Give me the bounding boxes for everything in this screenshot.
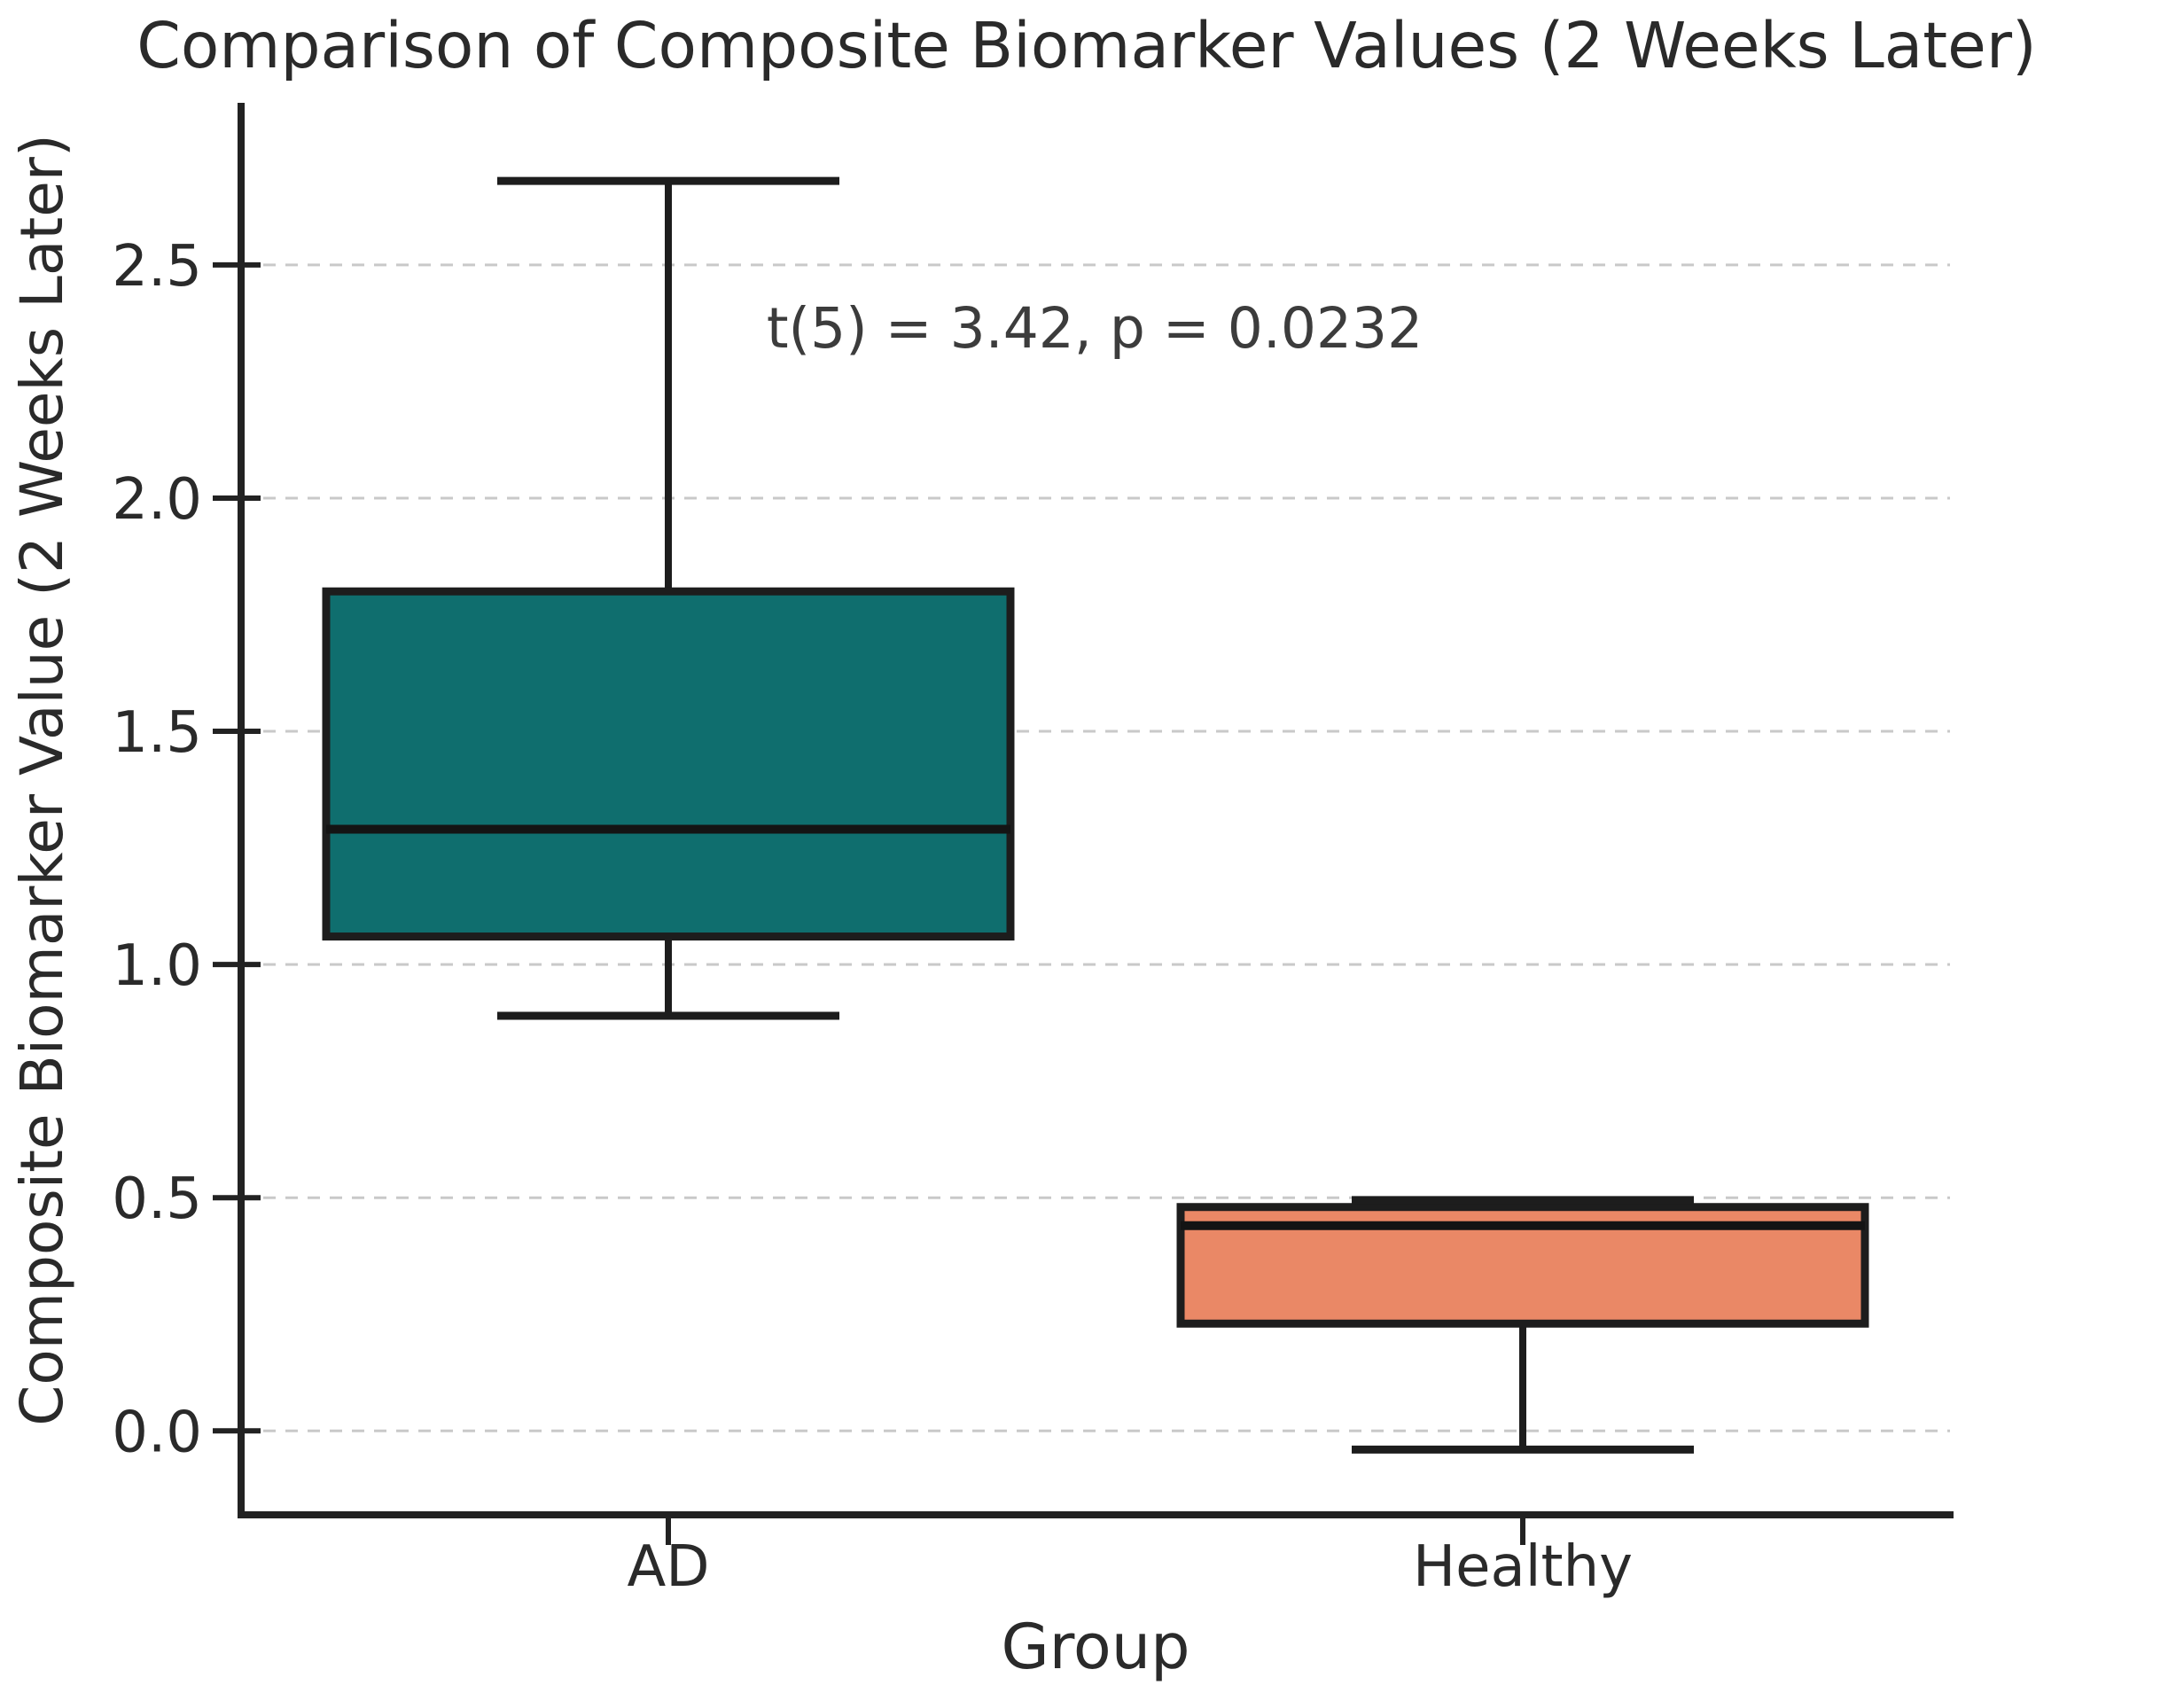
x-tick-label: AD: [627, 1534, 709, 1600]
y-tick-label: 0.0: [112, 1400, 202, 1465]
x-tick-label: Healthy: [1413, 1534, 1633, 1600]
y-tick-label: 1.5: [112, 700, 202, 766]
y-tick-label: 1.0: [112, 933, 202, 999]
x-axis-ticks: AD Healthy: [627, 1515, 1633, 1600]
boxplot-boxes: [322, 176, 1869, 1454]
box-group-ad: [322, 176, 1015, 1020]
axis-spines: [238, 103, 1954, 1518]
stat-annotation: t(5) = 3.42, p = 0.0232: [767, 296, 1423, 361]
y-tick-label: 2.5: [112, 234, 202, 300]
y-tick-label: 2.0: [112, 467, 202, 533]
chart-title: Comparison of Composite Biomarker Values…: [136, 9, 2036, 82]
x-axis-label: Group: [1001, 1611, 1190, 1683]
iqr-box: [322, 587, 1015, 941]
y-axis-ticks: 0.0 0.5 1.0 1.5 2.0 2.5: [112, 234, 261, 1465]
y-axis-label: Composite Biomarker Value (2 Weeks Later…: [8, 134, 76, 1425]
box-group-healthy: [1176, 1196, 1869, 1454]
y-tick-label: 0.5: [112, 1166, 202, 1232]
